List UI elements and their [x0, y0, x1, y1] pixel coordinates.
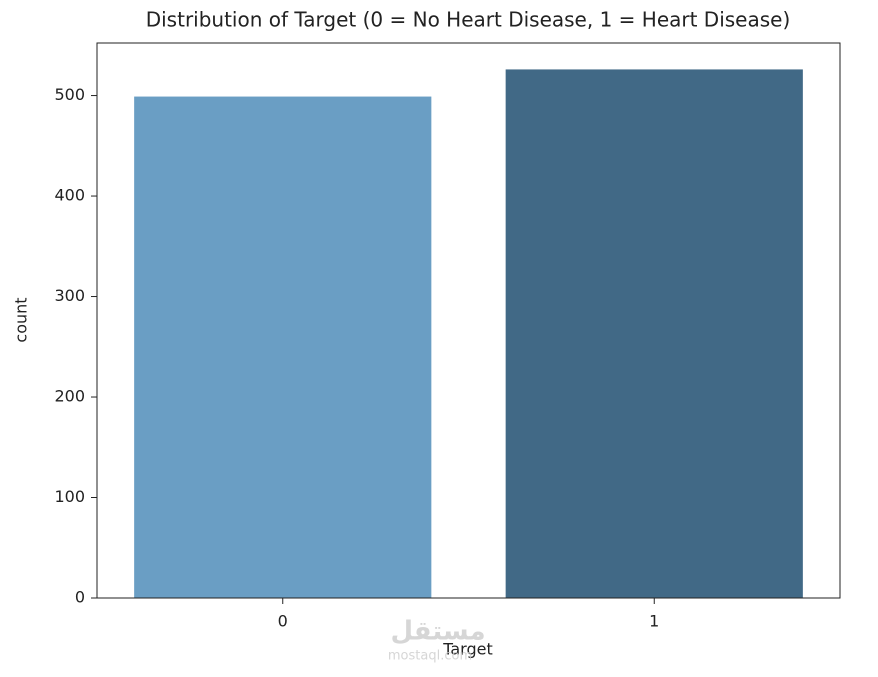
- watermark: مستقل: [390, 617, 485, 647]
- watermark: mostaql.com: [388, 649, 472, 664]
- plot-frame: [96, 42, 841, 599]
- chart-title: Distribution of Target (0 = No Heart Dis…: [146, 8, 791, 32]
- x-tick-label: 0: [278, 612, 288, 631]
- y-tick-label: 100: [54, 487, 85, 506]
- y-tick-label: 200: [54, 387, 85, 406]
- y-tick-label: 300: [54, 286, 85, 305]
- y-tick-label: 400: [54, 186, 85, 205]
- x-tick-label: 1: [649, 612, 659, 631]
- y-axis-label: count: [12, 297, 31, 342]
- y-tick-label: 500: [54, 85, 85, 104]
- y-tick-label: 0: [75, 588, 85, 607]
- x-axis-label: Target: [442, 640, 493, 659]
- bar: [134, 96, 432, 599]
- bar: [505, 69, 803, 598]
